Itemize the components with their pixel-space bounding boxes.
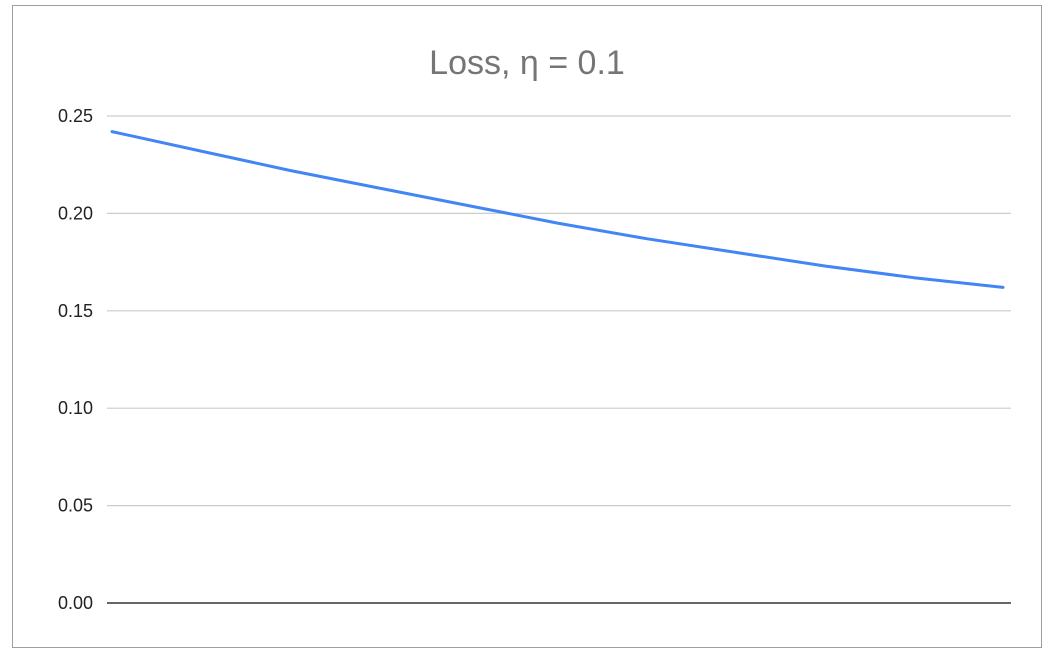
y-tick-label: 0.05	[58, 496, 93, 516]
y-tick-label: 0.25	[58, 106, 93, 126]
y-tick-label: 0.00	[58, 593, 93, 613]
y-tick-label: 0.20	[58, 203, 93, 223]
series-lines	[110, 130, 1005, 289]
chart-frame: Loss, η = 0.1 0.00 0.05 0.10 0.15 0.20 0.25	[12, 5, 1042, 648]
series-line	[110, 130, 1005, 289]
chart-title: Loss, η = 0.1	[429, 44, 625, 82]
gridlines	[107, 115, 1011, 604]
line-chart: Loss, η = 0.1 0.00 0.05 0.10 0.15 0.20 0.25	[58, 44, 1011, 613]
y-tick-label: 0.15	[58, 301, 93, 321]
y-axis-ticks: 0.00 0.05 0.10 0.15 0.20 0.25	[58, 106, 93, 613]
y-tick-label: 0.10	[58, 398, 93, 418]
